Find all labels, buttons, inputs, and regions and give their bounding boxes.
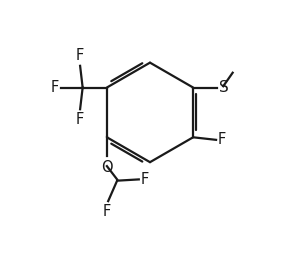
Text: F: F <box>141 172 149 187</box>
Text: F: F <box>76 112 84 127</box>
Text: F: F <box>51 80 59 95</box>
Text: F: F <box>103 204 111 219</box>
Text: S: S <box>219 80 229 95</box>
Text: O: O <box>101 160 113 175</box>
Text: F: F <box>76 48 84 63</box>
Text: F: F <box>218 132 226 147</box>
